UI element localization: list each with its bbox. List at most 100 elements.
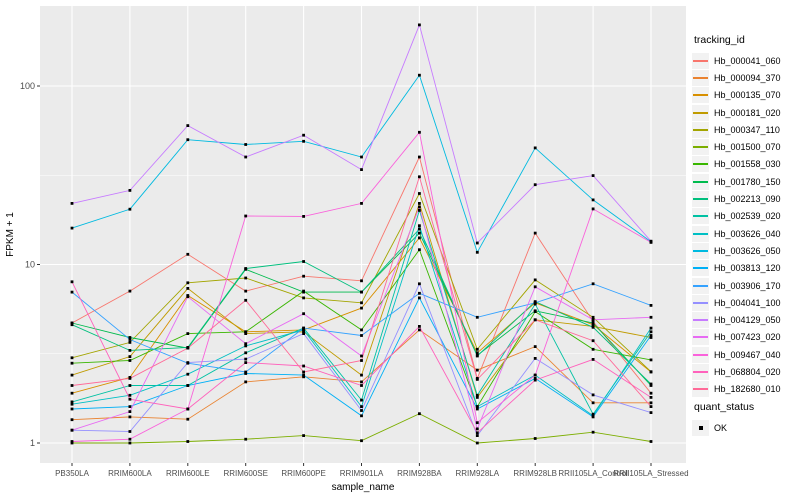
data-point (302, 326, 305, 330)
data-point (360, 328, 363, 332)
data-point (302, 260, 305, 263)
legend-key-swatch (692, 381, 709, 398)
data-point (302, 290, 305, 294)
legend-key-swatch (692, 329, 709, 346)
data-point (418, 130, 421, 134)
data-point (418, 23, 421, 27)
data-point (186, 361, 190, 364)
data-point (533, 373, 537, 377)
data-point (360, 290, 363, 294)
data-point (360, 168, 363, 171)
data-point (418, 155, 421, 159)
data-point (475, 421, 479, 425)
data-point (649, 330, 653, 334)
legend-item: Hb_003906_170 (692, 277, 800, 294)
data-point (186, 407, 190, 411)
data-point (418, 202, 421, 205)
legend-item: Hb_068804_020 (692, 363, 800, 380)
data-point (244, 289, 248, 293)
data-point (70, 418, 74, 422)
data-point (70, 202, 74, 205)
x-tick-label: RRIM600SE (223, 469, 267, 478)
legend-key-swatch (692, 312, 709, 329)
data-point (475, 368, 479, 372)
data-point (128, 338, 132, 341)
data-point (649, 382, 653, 386)
legend-item-label: Hb_003906_170 (714, 280, 781, 291)
data-point (70, 400, 74, 404)
legend-item-label: Hb_000135_070 (714, 90, 781, 101)
legend-item-label: Hb_004129_050 (714, 315, 781, 326)
data-point (128, 207, 132, 211)
legend-items-tracking-id: Hb_000041_060 Hb_000094_370 Hb_000135_070 H… (692, 52, 800, 398)
data-point (128, 441, 132, 445)
legend-key-swatch (692, 277, 709, 294)
data-point (186, 124, 190, 127)
data-point (244, 370, 248, 374)
data-point (591, 174, 595, 177)
legend-key-swatch (692, 173, 709, 190)
data-point (649, 391, 653, 395)
data-point (649, 384, 653, 387)
data-point (302, 139, 305, 143)
data-point (475, 441, 479, 445)
legend-key-swatch (692, 156, 709, 173)
data-point (533, 345, 537, 348)
data-point (591, 325, 595, 329)
data-point (70, 226, 74, 230)
legend-item-label: Hb_068804_020 (714, 366, 781, 377)
legend-key-swatch (692, 104, 709, 121)
legend-key-swatch (692, 294, 709, 311)
data-point (533, 183, 537, 187)
x-tick-label: RRIM928LB (513, 469, 557, 478)
data-point (418, 205, 421, 209)
data-point (186, 372, 190, 376)
legend-item-label: Hb_000347_110 (714, 124, 780, 135)
x-tick-label: RRIM901LA (340, 469, 384, 478)
data-point (128, 289, 132, 293)
data-point (70, 373, 74, 377)
x-tick-label: RRIM600PE (281, 469, 325, 478)
legend-item-label: Hb_001558_030 (714, 159, 781, 170)
data-point (302, 296, 305, 300)
data-point (418, 224, 421, 228)
data-point (360, 384, 363, 387)
data-point (591, 282, 595, 286)
legend-item-label: Hb_000181_020 (714, 107, 781, 118)
data-point (302, 312, 305, 316)
data-point (533, 146, 537, 150)
data-point (591, 393, 595, 397)
data-point (418, 175, 421, 179)
data-point (533, 278, 537, 282)
data-point (244, 437, 248, 441)
data-point (302, 133, 305, 137)
data-point (591, 318, 595, 322)
y-tick-label: 10 (25, 260, 35, 270)
data-point (70, 321, 74, 325)
data-point (475, 431, 479, 435)
data-point (302, 434, 305, 437)
legend-item: Hb_007423_020 (692, 329, 800, 346)
legend-key-swatch (692, 121, 709, 138)
y-tick-label: 100 (20, 81, 35, 91)
legend-item-label: Hb_003626_050 (714, 245, 781, 256)
legend-item: Hb_000181_020 (692, 104, 800, 121)
data-point (533, 285, 537, 289)
y-tick-label: 1 (30, 438, 35, 448)
data-point (360, 398, 363, 402)
data-point (418, 209, 421, 212)
data-point (591, 347, 595, 351)
y-axis-title: FPKM + 1 (5, 212, 16, 257)
data-point (70, 361, 74, 365)
legend-key-swatch (692, 87, 709, 104)
data-point (244, 342, 248, 346)
legend-item: Hb_001500_070 (692, 138, 800, 156)
data-point (186, 252, 190, 256)
data-point (360, 334, 363, 337)
legend-item: Hb_000041_060 (692, 52, 800, 69)
data-point (649, 440, 653, 443)
data-point (360, 359, 363, 362)
data-point (533, 301, 537, 305)
data-point (186, 417, 190, 421)
